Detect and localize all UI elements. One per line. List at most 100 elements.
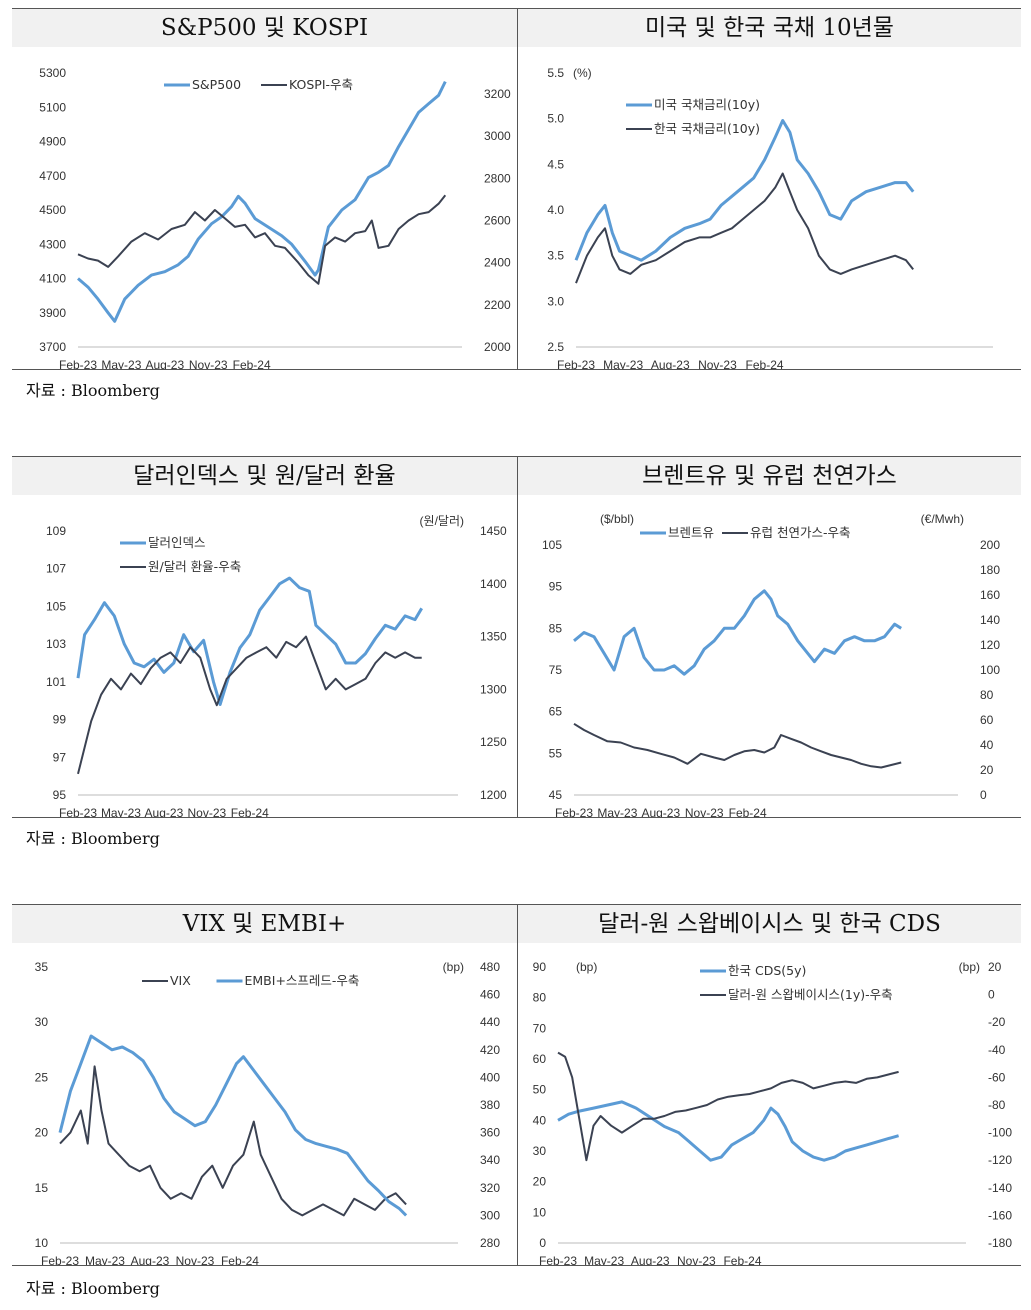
y-unit-right: (bp) (959, 960, 980, 974)
dxy-chart: 95 97 99 101 103 105 107 109 1200 1250 1300 1350 140… (46, 514, 507, 817)
y-tick-left: 10 (35, 1236, 49, 1250)
legend-label: VIX (170, 973, 191, 988)
x-tick: Nov-23 (698, 358, 737, 369)
y-tick-right: 1300 (480, 682, 507, 696)
legend-label: EMBI+스프레드-우축 (245, 973, 360, 988)
x-tick: Feb-24 (231, 806, 269, 817)
x-tick: May-23 (85, 1254, 125, 1265)
y-tick-right: 1350 (480, 630, 507, 644)
y-tick-left: 107 (46, 562, 66, 576)
y-unit-left: (bp) (576, 960, 597, 974)
x-tick: Aug-23 (631, 1254, 670, 1265)
y-tick-right: -140 (988, 1181, 1012, 1195)
series-line-1 (58, 1034, 408, 1217)
source-note: 자료 : Bloomberg (26, 829, 160, 848)
y-tick-left: 3.5 (547, 249, 564, 263)
y-tick-left: 60 (533, 1052, 547, 1066)
y-tick-left: 5300 (39, 66, 66, 80)
y-tick-left: 99 (53, 713, 67, 727)
chart-panel-brent: 브렌트유 및 유럽 천연가스 45 55 65 75 85 95 105 0 20 40 60 80 1… (518, 456, 1021, 818)
y-tick-right: 60 (980, 713, 994, 727)
y-tick-right: 280 (480, 1236, 500, 1250)
x-tick: Feb-23 (555, 806, 593, 817)
source-note: 자료 : Bloomberg (26, 1279, 160, 1298)
y-tick-left: 3900 (39, 306, 66, 320)
x-tick: Feb-23 (557, 358, 595, 369)
x-tick: Nov-23 (685, 806, 724, 817)
x-tick: Aug-23 (651, 358, 690, 369)
chart-title: 미국 및 한국 국채 10년물 (518, 9, 1021, 47)
legend-label: 유럽 천연가스-우축 (750, 525, 850, 540)
y-tick-right: 100 (980, 663, 1000, 677)
y-tick-left: 4.0 (547, 203, 564, 217)
brent-chart: 45 55 65 75 85 95 105 0 20 40 60 80 100 120 140 160 180 2… (542, 512, 1000, 817)
y-tick-left: 95 (53, 788, 67, 802)
x-tick: Nov-23 (677, 1254, 716, 1265)
y-tick-right: 2400 (484, 256, 511, 270)
y-tick-right: -160 (988, 1208, 1012, 1222)
y-tick-right: 440 (480, 1015, 500, 1029)
y-tick-right: 300 (480, 1208, 500, 1222)
series-line-1 (575, 172, 914, 284)
series-line-0 (557, 1100, 900, 1162)
y-tick-left: 65 (549, 705, 563, 719)
legend-label: 달러인덱스 (148, 535, 206, 550)
y-tick-right: 3000 (484, 129, 511, 143)
legend-label: 달러-원 스왑베이시스(1y)-우축 (728, 987, 893, 1002)
x-tick: Feb-23 (41, 1254, 79, 1265)
x-tick: Feb-24 (746, 358, 784, 369)
y-tick-right: 80 (980, 688, 994, 702)
chart-panel-ust: 미국 및 한국 국채 10년물 2.5 3.0 3.5 4.0 4.5 5.0 5.5 (%)… (518, 8, 1021, 370)
source-note: 자료 : Bloomberg (26, 381, 160, 400)
y-tick-right: 200 (980, 538, 1000, 552)
y-tick-left: 30 (533, 1144, 547, 1158)
y-unit-left: ($/bbl) (600, 512, 634, 526)
series-line-0 (77, 80, 447, 323)
series-line-0 (59, 1065, 407, 1217)
y-tick-left: 5.0 (547, 112, 564, 126)
y-unit-right: (€/Mwh) (921, 512, 964, 526)
y-tick-left: 4300 (39, 237, 66, 251)
chart-panel-spx: S&P500 및 KOSPI 3700 3900 4100 4300 4500 4700 4… (12, 8, 518, 370)
x-tick: Feb-23 (59, 806, 97, 817)
series-line-1 (77, 635, 422, 775)
y-tick-right: 480 (480, 960, 500, 974)
x-tick: Aug-23 (131, 1254, 170, 1265)
series-line-1 (557, 1051, 899, 1162)
y-tick-right: 120 (980, 638, 1000, 652)
y-unit-left: (%) (573, 66, 592, 80)
legend-label: S&P500 (192, 77, 241, 92)
y-tick-left: 105 (542, 538, 562, 552)
legend-label: 미국 국채금리(10y) (654, 97, 760, 112)
y-tick-left: 10 (533, 1205, 547, 1219)
y-tick-right: -80 (988, 1098, 1006, 1112)
x-tick: Feb-23 (59, 358, 97, 369)
y-tick-right: 20 (988, 960, 1002, 974)
y-tick-right: 0 (980, 788, 987, 802)
y-tick-left: 25 (35, 1070, 49, 1084)
y-tick-left: 5100 (39, 100, 66, 114)
legend-label: 원/달러 환율-우축 (148, 559, 241, 574)
y-tick-left: 35 (35, 960, 49, 974)
series-line-1 (77, 194, 447, 285)
x-tick: Aug-23 (145, 358, 184, 369)
y-tick-right: -180 (988, 1236, 1012, 1250)
y-tick-right: 140 (980, 613, 1000, 627)
y-tick-right: 1400 (480, 577, 507, 591)
legend-label: KOSPI-우축 (289, 77, 353, 92)
x-tick: Feb-24 (729, 806, 767, 817)
chart-title: 달러-원 스왑베이시스 및 한국 CDS (518, 905, 1021, 943)
series-line-0 (76, 576, 423, 706)
legend-label: 한국 국채금리(10y) (654, 121, 760, 136)
y-tick-right: 380 (480, 1098, 500, 1112)
y-tick-left: 97 (53, 750, 67, 764)
y-tick-left: 95 (549, 580, 563, 594)
y-tick-left: 3700 (39, 340, 66, 354)
x-tick: May-23 (597, 806, 637, 817)
legend-label: 브렌트유 (668, 525, 714, 540)
y-tick-left: 40 (533, 1113, 547, 1127)
y-tick-right: 1450 (480, 524, 507, 538)
series-line-0 (573, 589, 902, 676)
y-tick-left: 105 (46, 599, 66, 613)
y-tick-left: 2.5 (547, 340, 564, 354)
